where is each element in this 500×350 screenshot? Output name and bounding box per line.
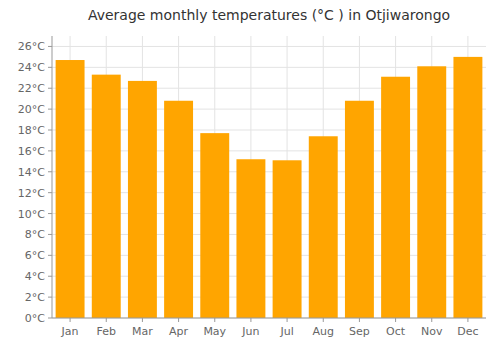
y-tick [48,46,52,47]
y-tick [48,130,52,131]
title: Average monthly temperatures (°C ) in Ot… [88,7,450,23]
bar [453,57,482,318]
y-axis-line [52,36,53,318]
x-tick [395,318,396,322]
y-tick [48,192,52,193]
y-tick-label: 12°C [18,187,45,200]
y-tick [48,150,52,151]
x-tick [287,318,288,322]
x-tick [467,318,468,322]
bar [164,101,193,318]
x-tick-label: Aug [313,325,334,338]
y-tick [48,67,52,68]
chart: Average monthly temperatures (°C ) in Ot… [0,0,500,350]
y-tick-label: 20°C [18,103,45,116]
y-tick-label: 4°C [25,270,45,283]
x-tick-label: Jul [279,325,293,338]
x-tick-label: Jun [241,325,259,338]
bar [128,81,157,318]
y-tick [48,297,52,298]
y-tick-label: 26°C [18,40,45,53]
y-tick-label: 2°C [25,291,45,304]
x-tick [142,318,143,322]
x-tick-label: Dec [457,325,478,338]
bar [200,133,229,318]
bar [236,159,265,318]
y-tick-label: 8°C [25,228,45,241]
x-tick-label: Apr [169,325,189,338]
x-tick [214,318,215,322]
x-tick [250,318,251,322]
x-tick [359,318,360,322]
x-tick-label: Jan [61,325,79,338]
bar [345,101,374,318]
x-tick [323,318,324,322]
bar [56,60,85,318]
bar [381,77,410,318]
x-tick-label: Mar [132,325,153,338]
y-tick [48,234,52,235]
y-tick-label: 0°C [25,312,45,325]
y-tick [48,276,52,277]
y-tick-label: 18°C [18,124,45,137]
x-tick-label: Nov [421,325,443,338]
y-tick [48,88,52,89]
x-tick [70,318,71,322]
bars [56,57,483,318]
y-tick [48,109,52,110]
x-tick [178,318,179,322]
y-tick [48,255,52,256]
y-tick-label: 24°C [18,61,45,74]
bar [273,160,302,318]
y-tick [48,213,52,214]
x-tick [106,318,107,322]
grid [52,36,486,318]
bar [92,75,121,318]
y-tick [48,171,52,172]
y-tick-label: 14°C [18,166,45,179]
y-tick-label: 6°C [25,249,45,262]
bar [417,66,446,318]
grid-line-y [52,46,486,47]
y-tick-label: 16°C [18,145,45,158]
y-tick-label: 22°C [18,82,45,95]
grid-line-y [52,318,486,319]
x-tick [431,318,432,322]
x-tick-label: Feb [97,325,116,338]
x-axis-line [52,318,486,319]
x-tick-label: Oct [386,325,406,338]
y-tick-label: 10°C [18,208,45,221]
axes: 0°C 2°C 4°C 6°C 8°C 10°C 12°C 14°C 16°C 18°C 20°C 2… [18,36,486,338]
y-tick [48,318,52,319]
bar [309,136,338,318]
x-tick-label: Sep [349,325,370,338]
x-tick-label: May [203,325,226,338]
